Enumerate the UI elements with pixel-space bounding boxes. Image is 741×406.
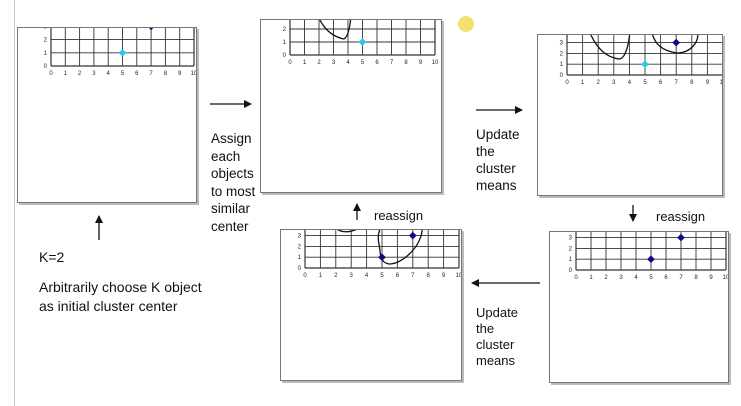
reassign-text-right: reassign (656, 209, 705, 225)
choose-centers-text: Arbitrarily choose K object as initial c… (39, 278, 209, 316)
update-text-top: Update the cluster means (476, 126, 536, 194)
reassign-text-left: reassign (374, 208, 423, 224)
update-text-bottom: Update the cluster means (476, 305, 532, 369)
k-label: K=2 (39, 248, 64, 267)
assign-text: Assign each objects to most similar cent… (211, 130, 261, 235)
